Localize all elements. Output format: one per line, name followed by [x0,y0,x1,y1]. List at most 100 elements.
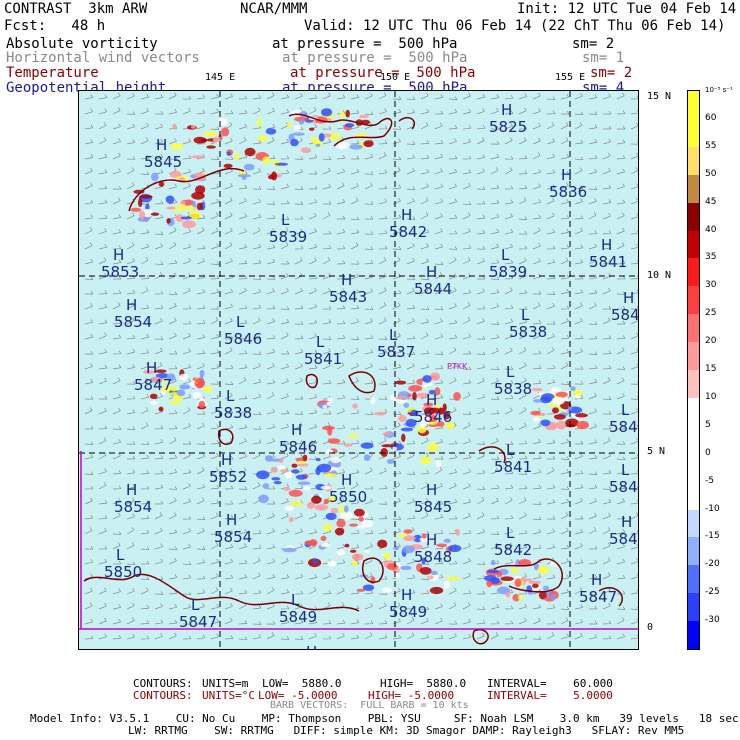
wind-barb [322,635,332,640]
wind-barb [140,171,150,175]
wind-barb [308,619,318,625]
wind-barb [602,335,612,340]
wind-barb [602,527,611,535]
vorticity-blob [531,387,543,392]
wind-barb [280,423,289,430]
wind-barb [518,347,527,355]
wind-barb [434,467,443,475]
height-value: 5825 [489,118,527,136]
wind-barb [182,332,191,340]
wind-barb [252,572,261,580]
wind-barb [490,259,500,265]
wind-barb [322,167,331,175]
low-marker: L [389,326,398,344]
wind-barb [140,485,150,490]
high-marker: H [426,481,437,499]
wind-barb [490,604,500,610]
wind-barb [490,542,499,550]
wind-barb [84,303,93,310]
wind-barb [406,471,416,475]
wind-barb [490,396,500,400]
wind-barb [266,544,276,550]
vorticity-blob [271,171,278,181]
wind-barb [266,137,275,145]
wind-barb [532,380,542,385]
wind-barb [434,168,443,175]
wind-barb [308,107,317,115]
vorticity-blob [413,534,423,543]
wind-barb [616,377,625,385]
wind-barb [252,168,261,175]
wind-barb [532,320,542,325]
height-value: 5841 [494,458,532,476]
wind-barb [574,381,584,385]
vorticity-blob [401,433,406,442]
wind-barb [462,201,472,206]
wind-barb [84,227,93,235]
wind-barb [378,501,388,505]
island-outline [398,117,416,130]
wind-barb [140,620,150,625]
wind-barb [406,379,416,385]
wind-barb [574,259,584,265]
wind-barb [532,501,542,506]
wind-barb [252,439,262,445]
wind-barb [308,319,318,325]
wind-barb [448,155,458,160]
wind-barb [504,347,513,355]
vorticity-blob [322,133,332,138]
wind-barb [238,287,247,295]
wind-barb [378,245,388,250]
wind-barb [364,543,373,550]
wind-barb [504,605,514,610]
wind-barb [574,619,584,625]
vorticity-blob [551,396,565,405]
vorticity-blob [353,508,365,517]
wind-barb [420,512,429,520]
high-marker: H [113,246,124,264]
wind-barb [350,242,359,250]
wind-barb [364,182,373,190]
vorticity-blob [191,191,205,200]
wind-barb [378,152,387,160]
vorticity-colorbar [687,90,700,650]
wind-barb [518,216,528,220]
wind-barb [630,332,638,340]
wind-barb [406,589,416,595]
wind-barb [140,108,149,115]
wind-barb [364,171,374,175]
wind-barb [574,198,583,205]
wind-barb [140,422,149,430]
height-value: 5854 [214,528,252,546]
wind-barb [336,198,346,205]
wind-barb [168,92,177,100]
wind-barb [364,363,373,370]
wind-barb [84,471,94,475]
wind-barb [476,452,485,460]
wind-barb [364,335,374,340]
wind-barb [602,396,612,400]
wind-barb [112,320,122,325]
wind-barb [336,229,346,235]
vorticity-blob [386,563,398,571]
wind-barb [294,484,304,490]
wind-barb [630,183,638,190]
wind-barb [112,92,121,100]
wind-barb [210,93,219,100]
wind-barb [98,377,107,385]
wind-barb [224,110,234,115]
wind-barb [378,125,388,130]
wind-barb [518,544,528,550]
wind-barb [224,93,233,100]
wind-barb [112,531,122,535]
wind-barb [182,440,192,445]
wind-barb [560,469,570,475]
colorbar-level: 55 [705,140,717,151]
wind-barb [98,94,108,100]
vorticity-blob [170,385,178,392]
wind-barb [252,452,261,460]
wind-barb [112,426,122,430]
wind-barb [210,542,219,550]
vorticity-blob [381,587,392,593]
wind-barb [336,260,346,265]
